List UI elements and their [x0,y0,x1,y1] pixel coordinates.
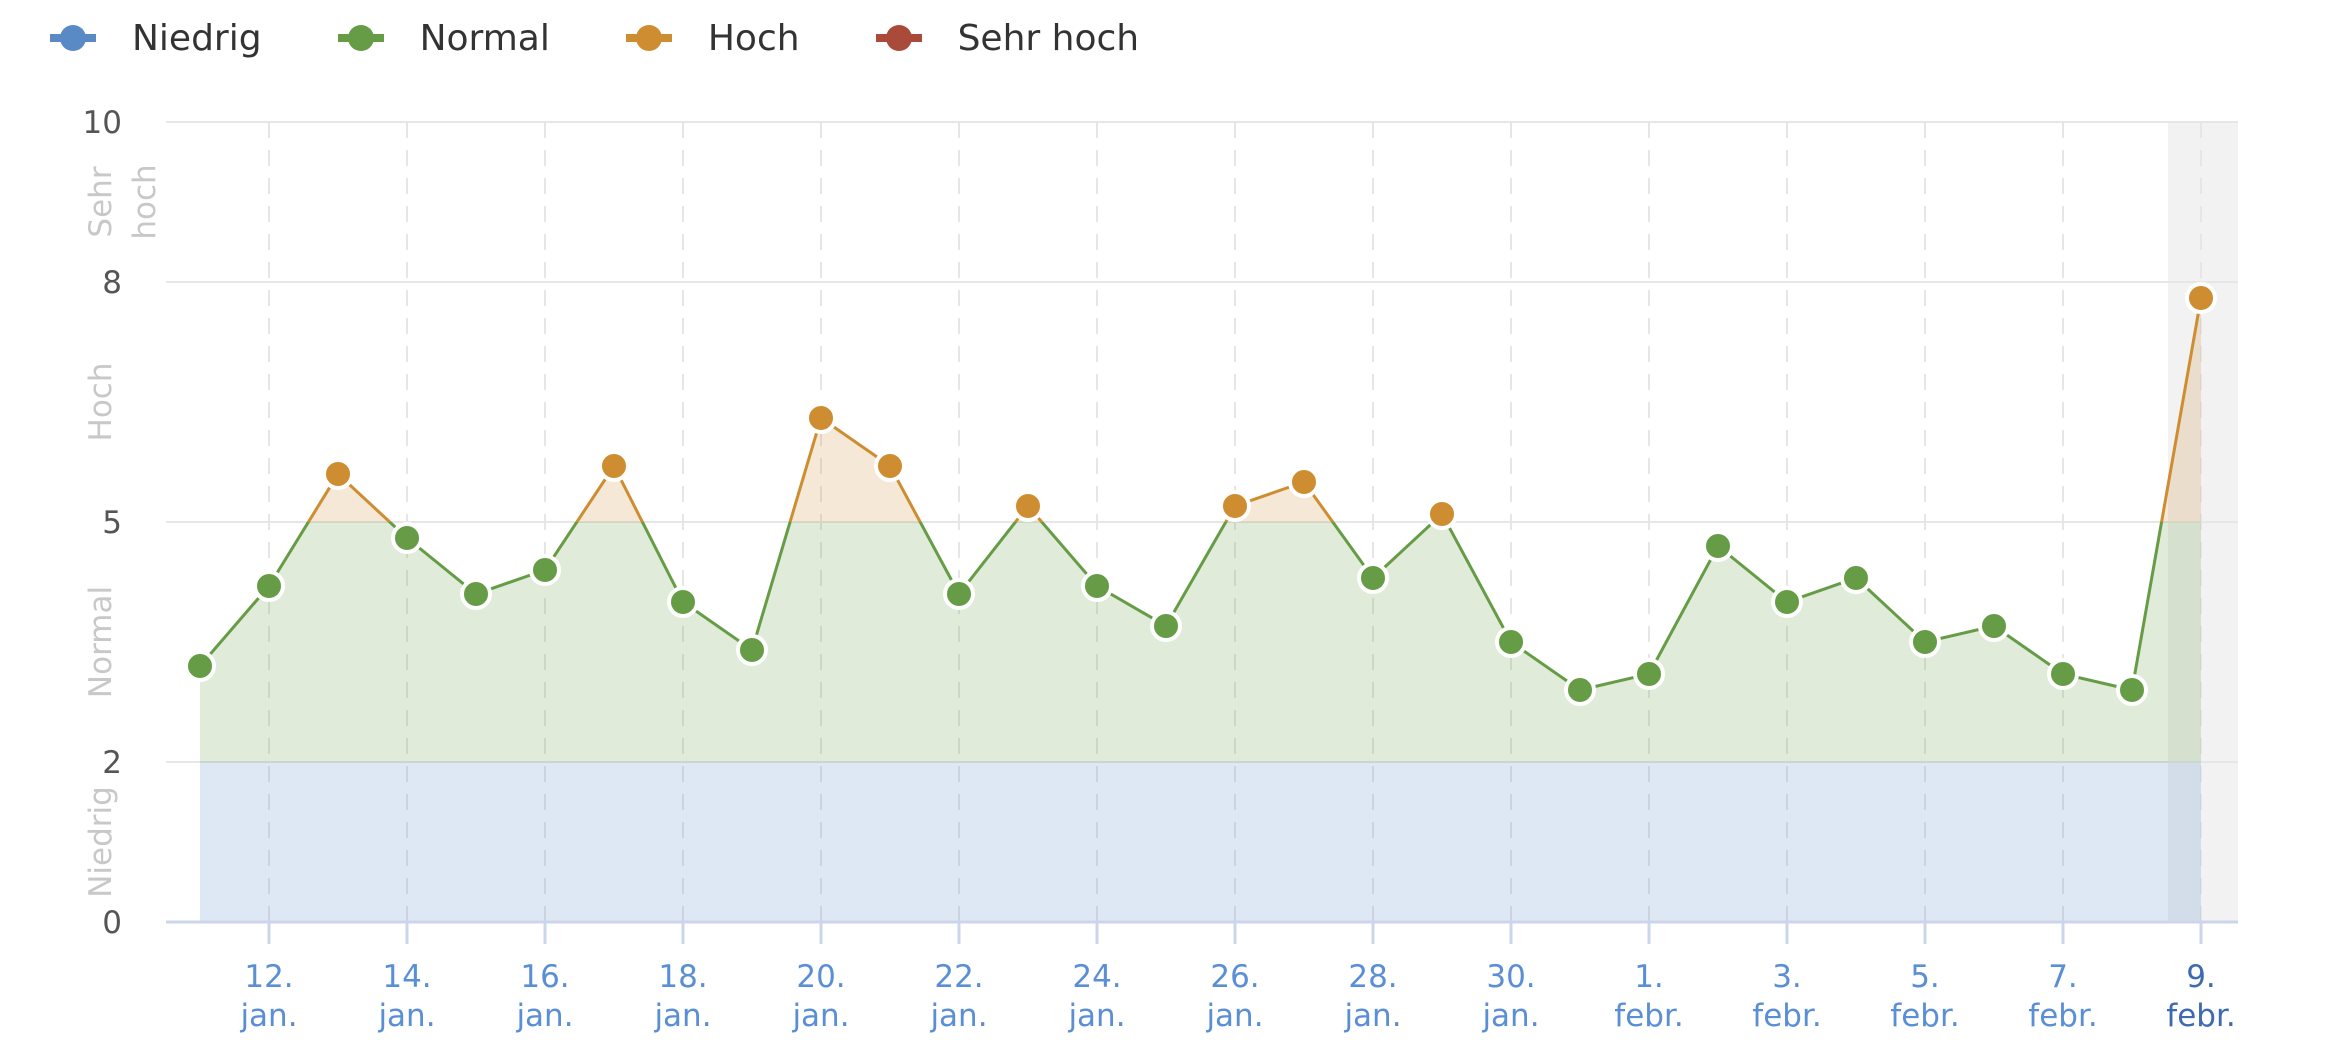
data-point-marker[interactable] [1426,498,1458,530]
x-tick-label: 3. [1772,959,1802,995]
band-axis-label: Sehr [83,166,119,237]
data-point-marker[interactable] [1633,658,1665,690]
legend-label: Normal [419,17,550,59]
data-point-marker[interactable] [1288,466,1320,498]
data-point-marker[interactable] [322,458,354,490]
data-point-marker[interactable] [460,578,492,610]
data-point-marker[interactable] [1909,626,1941,658]
x-tick-label: 1. [1634,959,1664,995]
legend-label: Hoch [707,17,800,59]
legend-item-niedrig[interactable]: Niedrig [50,18,262,59]
data-point-marker[interactable] [1702,530,1734,562]
data-point-marker[interactable] [391,522,423,554]
x-tick-label: jan. [653,998,711,1034]
y-tick-label: 8 [102,265,122,301]
x-tick-label: 7. [2048,959,2078,995]
legend-label: Sehr hoch [957,17,1140,59]
data-point-marker[interactable] [1012,490,1044,522]
data-point-marker[interactable] [1150,610,1182,642]
data-point-marker[interactable] [943,578,975,610]
legend-item-hoch[interactable]: Hoch [625,17,800,59]
data-point-marker[interactable] [2116,674,2148,706]
x-tick-label: 18. [658,959,707,995]
x-tick-label: jan. [929,998,987,1034]
data-point-marker[interactable] [1840,562,1872,594]
data-point-marker[interactable] [253,570,285,602]
x-tick-label: 16. [520,959,569,995]
legend-marker-icon [337,24,384,52]
legend-item-sehr-hoch[interactable]: Sehr hoch [875,17,1140,59]
legend-item-normal[interactable]: Normal [337,17,550,59]
data-point-marker[interactable] [1357,562,1389,594]
x-tick-label: 22. [934,959,983,995]
x-tick-label: jan. [1481,998,1539,1034]
x-tick-label: jan. [1343,998,1401,1034]
data-point-marker[interactable] [805,402,837,434]
band-axis-label: Hoch [83,363,119,442]
y-tick-label: 5 [102,505,122,541]
x-tick-label: jan. [239,998,297,1034]
y-tick-label: 10 [83,105,122,141]
x-tick-label: jan. [1205,998,1263,1034]
x-tick-label: jan. [791,998,849,1034]
x-tick-label: 30. [1486,959,1535,995]
data-point-marker[interactable] [667,586,699,618]
data-point-marker[interactable] [1564,674,1596,706]
data-point-marker[interactable] [529,554,561,586]
x-tick-label: 14. [382,959,431,995]
x-tick-label: febr. [1752,998,1821,1034]
band-axis-label: hoch [127,164,163,239]
data-point-marker[interactable] [2185,282,2217,314]
area-fill-normal [200,522,2201,762]
x-tick-label: jan. [515,998,573,1034]
band-fill-niedrig [200,762,2201,922]
x-tick-label: 9. [2186,959,2216,995]
legend-marker-icon [50,24,96,52]
data-point-marker[interactable] [1495,626,1527,658]
data-point-marker[interactable] [184,650,216,682]
data-point-marker[interactable] [1081,570,1113,602]
x-tick-label: febr. [2166,998,2235,1034]
x-tick-label: febr. [1890,998,1959,1034]
data-point-marker[interactable] [1978,610,2010,642]
legend-label: Niedrig [132,17,262,59]
x-tick-label: jan. [1067,998,1125,1034]
x-tick-label: jan. [377,998,435,1034]
data-point-marker[interactable] [874,450,906,482]
x-tick-label: 12. [244,959,293,995]
x-tick-label: febr. [2028,998,2097,1034]
x-tick-label: 24. [1072,959,1121,995]
data-point-marker[interactable] [2047,658,2079,690]
chart-legend: Niedrig Normal Hoch Sehr hoch [50,10,1215,66]
data-point-marker[interactable] [598,450,630,482]
band-axis-label: Niedrig [83,786,119,898]
x-tick-label: febr. [1614,998,1683,1034]
x-tick-label: 20. [796,959,845,995]
band-axis-label: Normal [83,586,119,698]
legend-marker-icon [625,24,672,52]
data-point-marker[interactable] [1771,586,1803,618]
legend-marker-icon [875,24,922,52]
y-tick-label: 0 [102,905,122,941]
x-tick-label: 5. [1910,959,1940,995]
x-tick-label: 26. [1210,959,1259,995]
x-tick-label: 28. [1348,959,1397,995]
data-point-marker[interactable] [1219,490,1251,522]
y-tick-label: 2 [102,745,122,781]
data-point-marker[interactable] [736,634,768,666]
